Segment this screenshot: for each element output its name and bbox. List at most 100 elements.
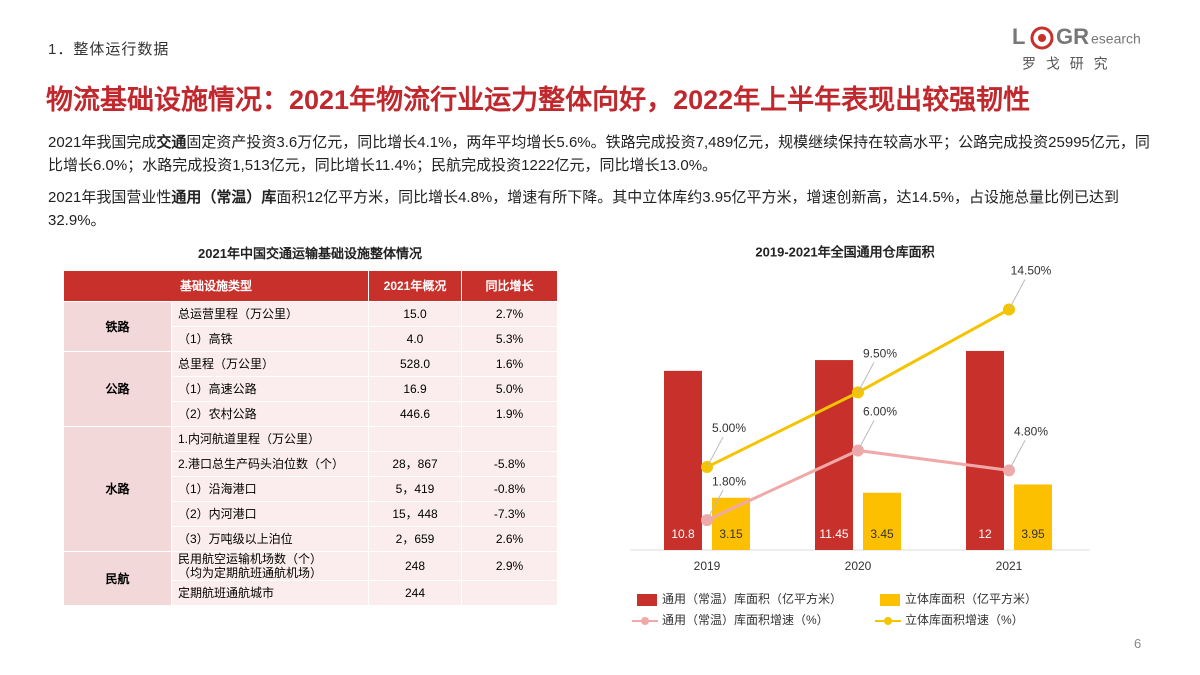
table-cell: 5，419 [368,476,463,502]
leader-line [706,489,724,521]
leader-line [1008,279,1026,310]
table-row: （1）高铁 4.0 5.3% [64,326,559,352]
table-row: （2）内河港口 15，448 -7.3% [64,501,559,527]
legend-label: 通用（常温）库面积（亿平方米） [662,591,842,606]
bar [966,350,1004,550]
table-cell: 2.港口总生产码头泊位数（个） [170,451,370,477]
x-tick-label: 2019 [694,559,721,573]
text-run: 2021年我国完成 [48,134,157,151]
logo: L GR esearch 罗 戈 研 究 [1012,20,1152,80]
bar [712,497,750,550]
bar [1014,484,1052,550]
bar-label: 3.95 [1021,527,1045,541]
legend-label: 通用（常温）库面积增速（%） [662,612,829,627]
table-cell: （3）万吨级以上泊位 [170,526,370,552]
table-cell: 2.7% [461,301,559,327]
table-row: （1）沿海港口 5，419 -0.8% [64,476,559,502]
value-label: 1.80% [712,474,746,488]
table-cell [461,580,559,606]
bar [664,370,702,550]
logo-suffix: esearch [1091,31,1141,47]
table: 基础设施类型 2021年概况 同比增长 铁路 总运营里程（万公里） 15.0 2.7% （1）… [62,270,559,606]
table-row: 水路 1.内河航道里程（万公里） [63,426,559,552]
table-cell: 244 [368,580,463,606]
legend-dot [884,617,892,625]
table-row: 民航 民用航空运输机场数（个） （均为定期航班通航机场） 248 2.9% [63,551,559,606]
table-cell: 定期航班通航城市 [170,580,370,606]
table-row: （3）万吨级以上泊位 2，659 2.6% [64,526,559,552]
logo-ring [1030,26,1054,50]
logo-left: L [1012,24,1025,49]
table-row: 铁路 总运营里程（万公里） 15.0 2.7% [63,301,559,352]
value-label: 9.50% [863,347,897,361]
table-cell: 248 [368,551,463,581]
logo-dot [1038,34,1046,42]
bar-label: 3.15 [719,527,743,541]
value-label: 6.00% [863,405,897,419]
leader-line [706,436,724,468]
group-cell: 公路 [63,351,172,427]
table-row: 定期航班通航城市 244 [64,580,559,606]
legend-label: 立体库面积增速（%） [905,612,1024,627]
table-cell: 446.6 [368,401,463,427]
table-cell: （1）高速公路 [170,376,370,402]
table-cell: （1）高铁 [170,326,370,352]
table-cell: 1.6% [461,351,559,377]
section-label: 1．整体运行数据 [48,41,170,58]
page-number: 6 [1134,636,1142,651]
table-row: 公路 总里程（万公里） 528.0 1.6% [63,351,559,427]
table-cell: -7.3% [461,501,559,527]
table-cell: 1.内河航道里程（万公里） [170,426,370,452]
bar-label: 3.45 [870,527,894,541]
table-cell: 5.3% [461,326,559,352]
table-cell: 5.0% [461,376,559,402]
table-cell: 15.0 [368,301,463,327]
logo-right: GR [1056,24,1089,49]
text-run: 固定资产投资3.6万亿元，同比增长4.1%，两年平均增长5.6%。铁路完成投资7… [48,134,1150,174]
leader-line [1008,440,1026,471]
line [706,448,1010,522]
table-cell: 2，659 [368,526,463,552]
value-label: 14.50% [1011,264,1052,278]
legend-swatch [637,594,657,606]
logo-graphic: L GR esearch 罗 戈 研 究 [1012,24,1141,72]
text-run: 2021年我国营业性 [48,189,172,206]
header-cell: 基础设施类型 [62,270,370,302]
table-title: 2021年中国交通运输基础设施整体情况 [198,246,422,261]
table-cell: 总里程（万公里） [170,351,370,377]
text-run: 通用（常温）库 [171,189,277,206]
bar [863,492,901,550]
table-row: 2.港口总生产码头泊位数（个） 28，867 -5.8% [64,451,559,477]
leader-line [857,362,875,393]
chart-title: 2019-2021年全国通用仓库面积 [755,244,934,259]
text-run: 交通 [156,134,187,151]
bar-label: 11.45 [819,527,848,541]
table-cell [461,426,559,452]
legend-dot [641,617,649,625]
legend-label: 立体库面积（亿平方米） [905,591,1037,606]
paragraph: 2021年我国营业性通用（常温）库面积12亿平方米，同比增长4.8%，增速有所下… [48,186,1158,232]
group-cell: 民航 [63,551,172,606]
table-row: （1）高速公路 16.9 5.0% [64,376,559,402]
table-cell: （1）沿海港口 [170,476,370,502]
group-cell: 铁路 [63,301,172,352]
text-run: 面积12亿平方米，同比增长4.8%，增速有所下降。其中立体库约3.95亿平方米，… [48,189,1119,229]
table-cell: （2）内河港口 [170,501,370,527]
legend-swatch [880,594,900,606]
table-cell: 4.0 [368,326,463,352]
x-tick-label: 2020 [845,559,872,573]
header-cell: 同比增长 [461,270,559,302]
table-cell: -5.8% [461,451,559,477]
value-label: 4.80% [1014,425,1048,439]
slide-title: 物流基础设施情况：2021年物流行业运力整体向好，2022年上半年表现出较强韧性 [46,85,1031,115]
paragraph: 2021年我国完成交通固定资产投资3.6万亿元，同比增长4.1%，两年平均增长5… [48,131,1158,177]
bar-label: 12 [978,527,992,541]
table-cell: 15，448 [368,501,463,527]
table-cell: 总运营里程（万公里） [170,301,370,327]
leader-line [857,420,875,451]
header-row: 基础设施类型 2021年概况 同比增长 [62,270,559,302]
table-cell: -0.8% [461,476,559,502]
table-cell: 16.9 [368,376,463,402]
